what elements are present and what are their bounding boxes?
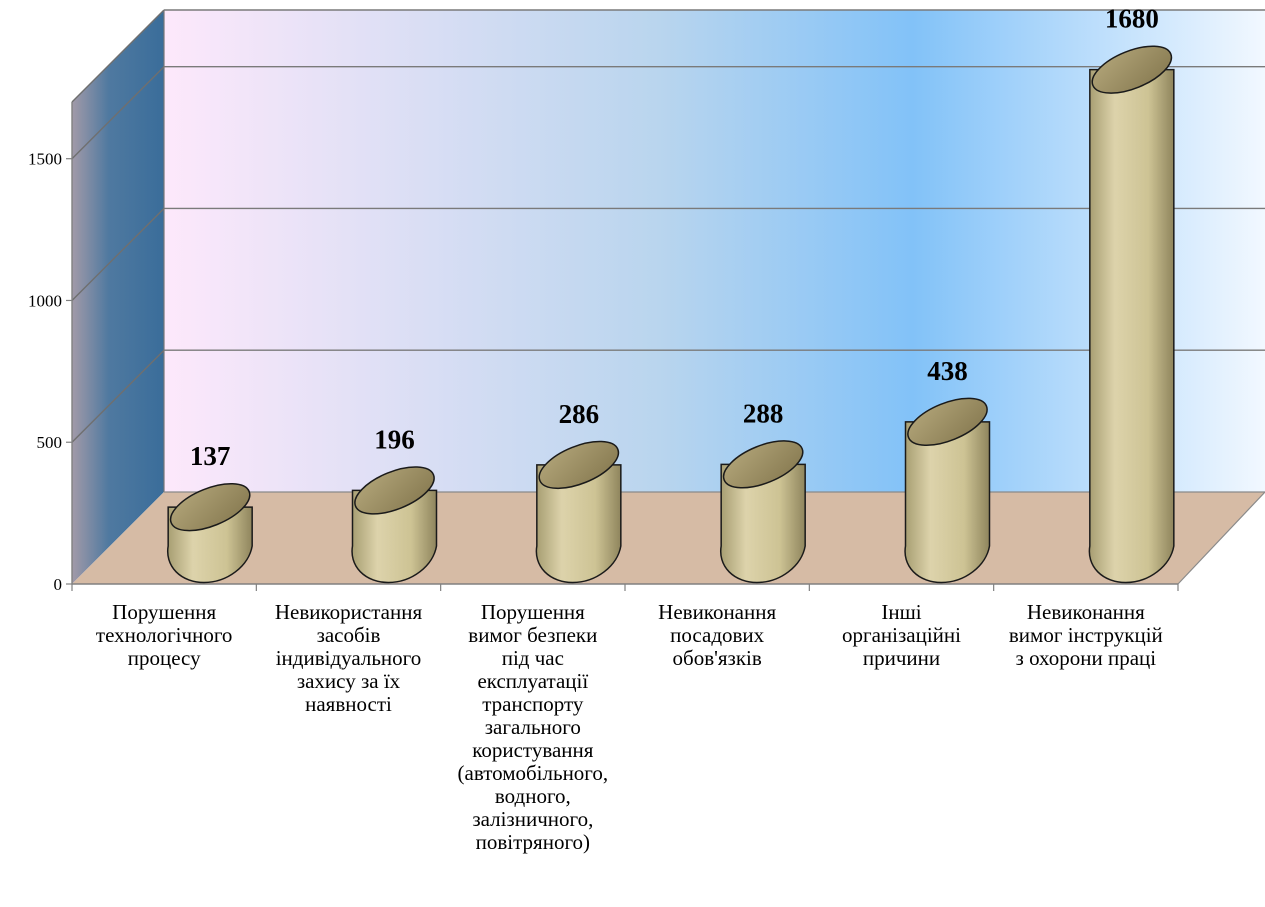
bar-body — [535, 464, 622, 584]
back-wall — [164, 10, 1265, 492]
bar — [166, 482, 253, 584]
y-tick-label: 0 — [54, 575, 63, 594]
gridline-side — [71, 9, 165, 103]
bar-top — [354, 466, 435, 515]
floor-right-edge — [1177, 491, 1265, 585]
data-label: 438 — [927, 356, 968, 386]
data-label: 288 — [743, 398, 784, 428]
bar-top — [169, 482, 251, 532]
bar-body — [904, 421, 991, 584]
bar — [351, 466, 438, 584]
data-label: 137 — [190, 441, 231, 471]
category-label: Невиконання посадових обов'язків — [658, 600, 776, 670]
category-labels: Порушення технологічного процесу Невикорист… — [96, 600, 1163, 854]
category-label: Невиконання вимог інструкцій з охорони пра… — [1009, 600, 1163, 670]
bars — [166, 45, 1175, 584]
data-label: 286 — [559, 399, 600, 429]
y-tick-label: 1000 — [28, 291, 62, 310]
data-label: 196 — [374, 424, 415, 454]
category-label: Порушення технологічного процесу — [96, 600, 233, 670]
bar — [719, 440, 806, 584]
bar-top — [538, 440, 620, 490]
category-label: Невикористання засобів індивідуального захи… — [275, 600, 423, 716]
bar-body — [719, 463, 806, 584]
gridline-side — [71, 66, 165, 160]
y-tick-label: 500 — [37, 433, 63, 452]
bar-top — [907, 397, 988, 446]
y-tick-label: 1500 — [28, 150, 62, 169]
bar-top — [1091, 45, 1173, 94]
category-label: Інші організаційні причини — [842, 600, 961, 670]
data-labels: 137 196 286 288 438 1680 — [190, 4, 1159, 471]
bar-top — [722, 440, 804, 489]
data-label: 1680 — [1105, 4, 1159, 34]
bar — [535, 440, 622, 584]
category-label: Порушення вимог безпеки під час експлуатаці… — [458, 600, 609, 854]
side-wall — [72, 10, 164, 584]
axes — [71, 10, 1265, 591]
bar — [904, 397, 991, 584]
gridline-side — [71, 349, 165, 443]
gridline-side — [71, 207, 165, 301]
y-axis-ticks: 0 500 1000 1500 — [28, 150, 72, 594]
bar-body — [1088, 68, 1175, 584]
bar — [1088, 45, 1175, 584]
gridlines — [71, 9, 1265, 443]
